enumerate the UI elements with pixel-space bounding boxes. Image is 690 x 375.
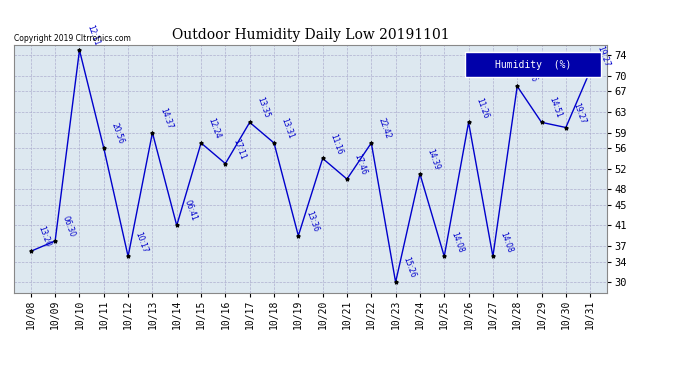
Text: 15:26: 15:26 — [401, 256, 417, 279]
Text: 20:56: 20:56 — [109, 122, 126, 146]
Text: 15:36: 15:36 — [523, 60, 539, 84]
Point — [366, 140, 377, 146]
Point — [439, 254, 450, 260]
Point — [584, 68, 595, 74]
Text: 12:11: 12:11 — [85, 24, 101, 47]
Text: 11:26: 11:26 — [474, 96, 490, 120]
Point — [98, 145, 109, 151]
Point — [487, 254, 498, 260]
Point — [512, 83, 523, 89]
Point — [560, 124, 571, 130]
Point — [195, 140, 206, 146]
Text: 11:16: 11:16 — [328, 132, 344, 156]
Text: 13:36: 13:36 — [304, 209, 320, 233]
Point — [342, 176, 353, 182]
Text: 13:20: 13:20 — [37, 225, 52, 249]
Text: 12:24: 12:24 — [206, 117, 222, 140]
Text: 17:11: 17:11 — [231, 137, 247, 161]
FancyBboxPatch shape — [465, 53, 601, 77]
Point — [74, 47, 85, 53]
Point — [123, 254, 134, 260]
Point — [536, 119, 547, 125]
Text: Copyright 2019 Cltrronics.com: Copyright 2019 Cltrronics.com — [14, 33, 130, 42]
Text: 14:51: 14:51 — [547, 96, 563, 120]
Point — [463, 119, 474, 125]
Point — [293, 233, 304, 239]
Text: 14:37: 14:37 — [158, 106, 174, 130]
Text: Humidity  (%): Humidity (%) — [495, 60, 571, 70]
Text: 13:31: 13:31 — [279, 117, 295, 140]
Point — [415, 171, 426, 177]
Text: 13:35: 13:35 — [255, 96, 271, 120]
Text: 19:27: 19:27 — [571, 101, 587, 125]
Text: 17:46: 17:46 — [353, 153, 368, 176]
Text: 10:17: 10:17 — [134, 230, 150, 254]
Title: Outdoor Humidity Daily Low 20191101: Outdoor Humidity Daily Low 20191101 — [172, 28, 449, 42]
Point — [26, 248, 37, 254]
Point — [244, 119, 255, 125]
Point — [147, 130, 158, 136]
Text: 14:39: 14:39 — [426, 147, 442, 171]
Text: 14:08: 14:08 — [498, 230, 514, 254]
Text: 22:42: 22:42 — [377, 117, 393, 140]
Point — [171, 222, 182, 228]
Text: 06:41: 06:41 — [182, 199, 198, 223]
Point — [50, 238, 61, 244]
Point — [220, 160, 231, 166]
Point — [390, 279, 401, 285]
Point — [317, 155, 328, 161]
Point — [268, 140, 279, 146]
Text: 14:08: 14:08 — [450, 230, 466, 254]
Text: 06:30: 06:30 — [61, 214, 77, 238]
Text: 19:27: 19:27 — [595, 45, 611, 68]
